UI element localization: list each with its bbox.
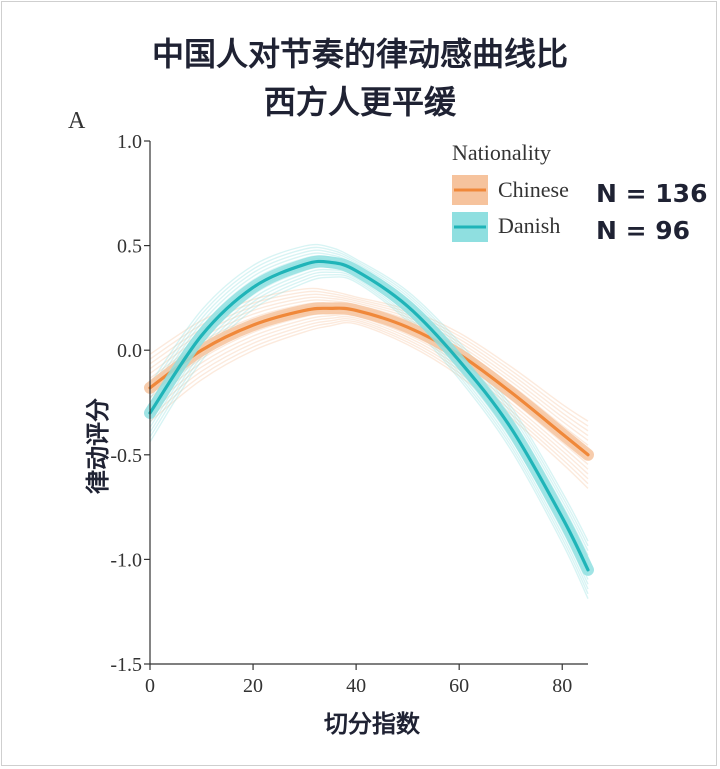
y-tick-label: -1.0	[110, 549, 142, 571]
count-label-danish: N = 96	[596, 216, 690, 245]
panel-letter: A	[68, 108, 86, 134]
series-band-stroke-danish	[149, 273, 589, 595]
series-lines	[144, 255, 594, 576]
x-tick-label: 0	[145, 675, 155, 697]
y-tick-label: 0.0	[117, 340, 142, 362]
series-band-stroke-chinese	[149, 296, 589, 437]
series-bands	[149, 243, 589, 599]
x-ticks: 0 20 40 60 80	[145, 664, 572, 697]
title-line-2: 西方人更平缓	[263, 83, 456, 121]
legend-label-chinese: Chinese	[498, 177, 569, 202]
y-tick-label: 0.5	[117, 236, 142, 258]
y-ticks: 1.0 0.5 0.0 -0.5 -1.0 -1.5	[110, 131, 150, 676]
series-band-stroke-chinese	[149, 290, 589, 427]
count-label-chinese: N = 136	[596, 179, 707, 208]
series-band-stroke-chinese	[149, 319, 589, 485]
title-line-1: 中国人对节奏的律动感曲线比	[151, 35, 568, 73]
legend: Nationality Chinese Danish N = 136 N = 9…	[452, 140, 707, 245]
y-tick-label: -1.5	[110, 654, 142, 676]
series-band-stroke-danish	[149, 249, 589, 551]
y-tick-label: 1.0	[117, 131, 142, 153]
x-tick-label: 60	[449, 675, 469, 697]
y-tick-label: -0.5	[110, 445, 142, 467]
legend-title: Nationality	[452, 140, 551, 165]
figure-title: 中国人对节奏的律动感曲线比 西方人更平缓	[0, 30, 720, 126]
series-band-stroke-danish	[149, 271, 589, 590]
x-tick-label: 40	[346, 675, 366, 697]
series-band-stroke-danish	[149, 276, 589, 599]
series-band-stroke-chinese	[149, 315, 589, 475]
x-axis-label: 切分指数	[324, 710, 421, 738]
series-line-chinese	[148, 306, 590, 457]
series-band-stroke-danish	[149, 246, 589, 547]
x-tick-label: 20	[243, 675, 263, 697]
x-tick-label: 80	[552, 675, 572, 697]
series-band-stroke-danish	[149, 243, 589, 542]
legend-label-danish: Danish	[498, 213, 560, 238]
series-line-danish	[148, 259, 590, 572]
series-band-stroke-chinese	[149, 317, 589, 480]
series-band-stroke-chinese	[149, 293, 589, 432]
y-axis-label: 律动评分	[84, 398, 112, 494]
series-band-stroke-chinese	[149, 321, 589, 489]
chart-axes	[149, 141, 588, 665]
